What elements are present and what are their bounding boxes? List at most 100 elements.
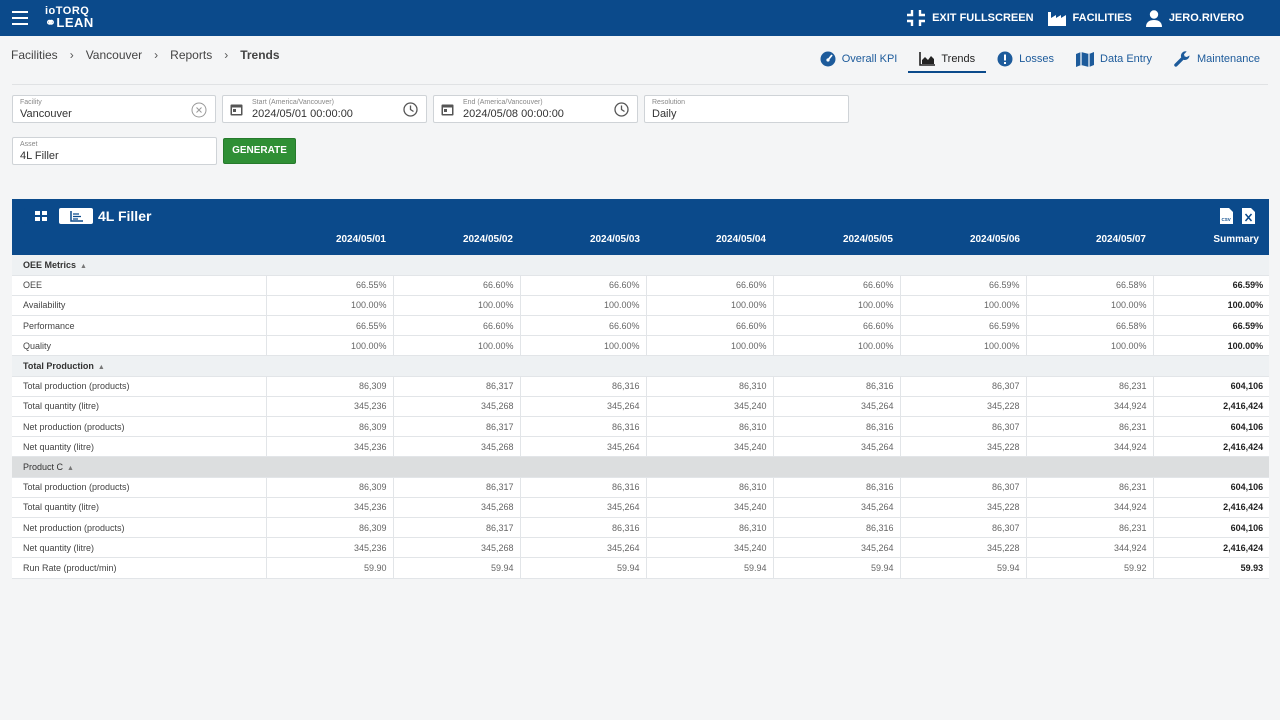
summary-cell: 2,416,424 <box>1153 537 1270 559</box>
facility-select[interactable]: Facility Vancouver <box>12 95 216 123</box>
end-date-field[interactable]: End (America/Vancouver) 2024/05/08 00:00… <box>433 95 638 123</box>
tab-losses[interactable]: Losses <box>997 48 1054 70</box>
user-menu-button[interactable]: JERO.RIVERO <box>1145 9 1244 27</box>
summary-cell: 59.93 <box>1153 557 1270 579</box>
table-cell: 86,316 <box>773 416 901 438</box>
gauge-icon <box>820 51 836 67</box>
row-label: Total production (products) <box>12 477 267 498</box>
asset-label: Asset <box>20 141 38 148</box>
asset-value: 4L Filler <box>20 150 59 162</box>
facilities-button[interactable]: FACILITIES <box>1047 10 1132 26</box>
tab-trends[interactable]: Trends <box>908 48 986 73</box>
tab-trends-label: Trends <box>941 53 976 65</box>
asset-select[interactable]: Asset 4L Filler <box>12 137 217 165</box>
breadcrumb-reports[interactable]: Reports <box>170 48 213 62</box>
table-row: Total production (products) 86,309 86,317 8… <box>12 376 1270 397</box>
group-header[interactable]: Total Production ▲ <box>12 355 1270 377</box>
summary-cell: 66.59% <box>1153 275 1270 296</box>
collapse-caret-icon[interactable]: ▲ <box>67 464 74 472</box>
table-cell: 345,268 <box>393 497 521 518</box>
table-cell: 59.90 <box>266 557 394 579</box>
table-cell: 86,310 <box>646 376 774 397</box>
chart-view-button[interactable] <box>59 208 93 224</box>
table-cell: 86,316 <box>773 517 901 539</box>
column-header: 2024/05/07 <box>1095 234 1146 245</box>
table-cell: 59.94 <box>900 557 1027 579</box>
table-cell: 345,268 <box>393 436 521 458</box>
header-divider <box>12 84 1268 85</box>
table-cell: 66.60% <box>393 275 521 296</box>
table-view-button[interactable] <box>24 208 58 224</box>
table-group-row[interactable]: Total Production ▲ <box>12 355 1270 377</box>
row-label: Run Rate (product/min) <box>12 557 267 579</box>
table-cell: 86,309 <box>266 517 394 539</box>
breadcrumb-vancouver[interactable]: Vancouver <box>85 48 143 62</box>
table-cell: 86,310 <box>646 416 774 438</box>
csv-export-icon[interactable]: CSV <box>1220 208 1233 224</box>
table-group-row[interactable]: OEE Metrics ▲ <box>12 255 1270 276</box>
table-cell: 66.59% <box>900 315 1027 337</box>
table-cell: 66.58% <box>1026 315 1154 337</box>
svg-text:CSV: CSV <box>1222 217 1231 222</box>
resolution-select[interactable]: Resolution Daily <box>644 95 849 123</box>
group-header[interactable]: Product C ▲ <box>12 456 1270 478</box>
row-label: Net quantity (litre) <box>12 537 267 559</box>
summary-cell: 66.59% <box>1153 315 1270 337</box>
table-row: Net production (products) 86,309 86,317 86,… <box>12 416 1270 438</box>
end-date-label: End (America/Vancouver) <box>463 99 543 106</box>
app-logo[interactable]: ioTORQ ⚭LEAN <box>45 5 94 29</box>
table-cell: 345,228 <box>900 436 1027 458</box>
table-cell: 59.94 <box>646 557 774 579</box>
table-cell: 345,236 <box>266 537 394 559</box>
logo-line1: ioTORQ <box>45 5 90 17</box>
table-cell: 86,316 <box>520 376 647 397</box>
table-cell: 59.94 <box>773 557 901 579</box>
table-group-row[interactable]: Product C ▲ <box>12 456 1270 478</box>
user-name: JERO.RIVERO <box>1168 12 1244 24</box>
start-date-field[interactable]: Start (America/Vancouver) 2024/05/01 00:… <box>222 95 427 123</box>
breadcrumb-facilities[interactable]: Facilities <box>11 48 58 62</box>
clock-icon[interactable] <box>614 102 629 117</box>
table-cell: 100.00% <box>1026 295 1154 317</box>
resolution-value: Daily <box>652 108 677 120</box>
logo-line2: ⚭LEAN <box>45 15 94 30</box>
column-header: 2024/05/03 <box>589 234 640 245</box>
panel-header: 4L Filler CSV 2024/05/01 2024/05/02 2024… <box>12 199 1269 255</box>
tab-overall-kpi[interactable]: Overall KPI <box>820 48 897 70</box>
generate-button[interactable]: GENERATE <box>223 138 296 164</box>
exit-fullscreen-button[interactable]: EXIT FULLSCREEN <box>907 10 1034 26</box>
table-cell: 100.00% <box>266 295 394 317</box>
column-header: 2024/05/04 <box>715 234 766 245</box>
excel-export-icon[interactable] <box>1242 208 1255 224</box>
wrench-icon <box>1174 50 1190 67</box>
table-cell: 344,924 <box>1026 497 1154 518</box>
table-cell: 86,307 <box>900 416 1027 438</box>
summary-cell: 604,106 <box>1153 416 1270 438</box>
table-cell: 345,240 <box>646 396 774 418</box>
collapse-caret-icon[interactable]: ▲ <box>80 262 87 270</box>
table-cell: 66.60% <box>520 275 647 296</box>
table-cell: 100.00% <box>393 335 521 357</box>
table-row: Total quantity (litre) 345,236 345,268 345,… <box>12 497 1270 518</box>
top-bar: ioTORQ ⚭LEAN EXIT FULLSCREEN FACILITIES … <box>0 0 1280 36</box>
table-cell: 86,231 <box>1026 376 1154 397</box>
table-cell: 345,264 <box>773 537 901 559</box>
collapse-caret-icon[interactable]: ▲ <box>97 364 105 372</box>
table-cell: 86,307 <box>900 376 1027 397</box>
menu-icon[interactable] <box>12 11 28 25</box>
row-label: Net production (products) <box>12 517 267 539</box>
row-label: Total production (products) <box>12 376 267 397</box>
table-cell: 66.55% <box>266 315 394 337</box>
resolution-label: Resolution <box>652 99 686 106</box>
facility-value: Vancouver <box>20 108 72 120</box>
clear-icon[interactable] <box>191 102 207 118</box>
table-cell: 100.00% <box>773 335 901 357</box>
tab-data-entry[interactable]: Data Entry <box>1076 48 1152 70</box>
group-header[interactable]: OEE Metrics ▲ <box>12 255 1270 276</box>
clock-icon[interactable] <box>403 102 418 117</box>
table-cell: 100.00% <box>1026 335 1154 357</box>
table-cell: 345,240 <box>646 436 774 458</box>
tab-maintenance[interactable]: Maintenance <box>1174 48 1260 70</box>
summary-cell: 2,416,424 <box>1153 436 1270 458</box>
table-cell: 66.60% <box>773 315 901 337</box>
